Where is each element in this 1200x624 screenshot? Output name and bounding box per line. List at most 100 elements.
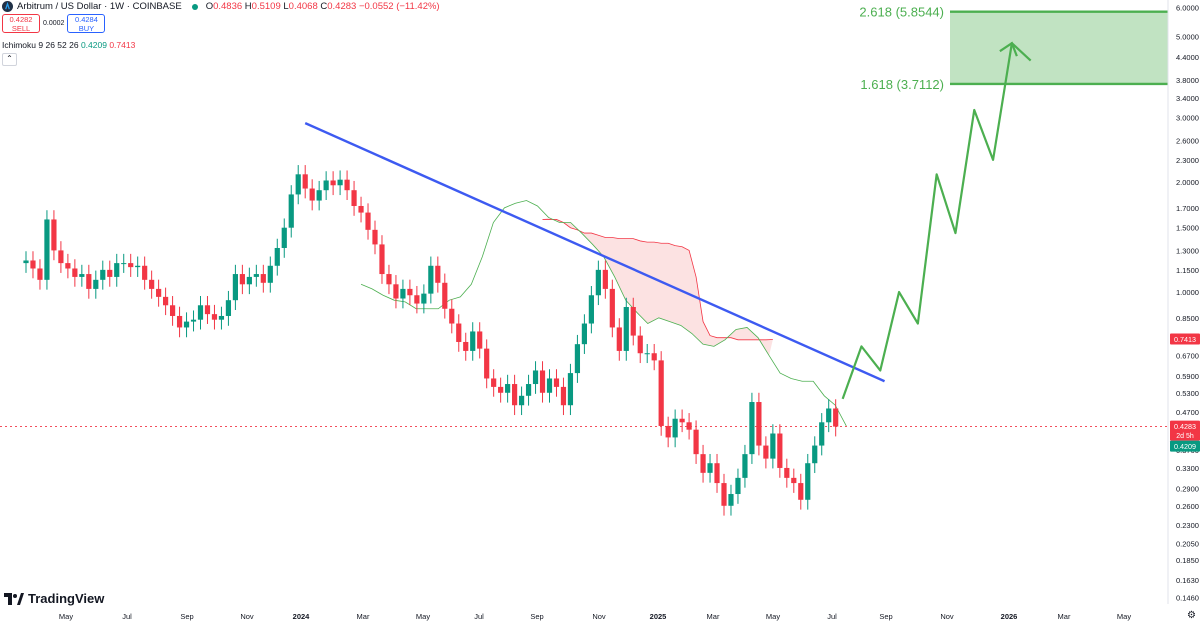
price-badge-countdown: 2d 5h [1176, 433, 1194, 440]
candle-body [107, 269, 113, 277]
time-tick-label: Nov [240, 612, 254, 621]
time-tick-label: May [766, 612, 780, 621]
time-tick-label: May [59, 612, 73, 621]
indicator-legend[interactable]: Ichimoku 9 26 52 26 0.4209 0.7413 [2, 40, 135, 50]
candle-body [183, 321, 190, 328]
price-tick-label: 0.1850 [1176, 556, 1199, 565]
open-label: O [205, 1, 214, 12]
candle-body [239, 274, 245, 285]
price-badge-label: 0.7413 [1174, 335, 1196, 344]
symbol-title[interactable]: Arbitrum / US Dollar · 1W · COINBASE [17, 1, 182, 12]
candle-body [58, 250, 64, 264]
candle-body [23, 260, 29, 264]
time-tick-label: Nov [592, 612, 606, 621]
price-tick-label: 0.2300 [1176, 521, 1199, 530]
fib-level-label: 2.618 (5.8544) [859, 5, 944, 20]
candle-body [169, 305, 176, 316]
price-tick-label: 1.5000 [1176, 224, 1199, 233]
candle-body [686, 422, 692, 430]
candle-body [100, 269, 106, 280]
candle-body [393, 284, 399, 299]
candle-body [421, 293, 427, 304]
candle-body [833, 408, 839, 427]
ohlc-values: O0.4836 H0.5109 L0.4068 C0.4283 −0.0552 … [206, 1, 440, 12]
candle-body [232, 274, 238, 301]
time-tick-label: Nov [940, 612, 954, 621]
candle-body [512, 384, 518, 406]
low-label: L [283, 1, 289, 12]
settings-icon[interactable]: ⚙ [1187, 610, 1196, 621]
fibonacci-target-zone: 2.618 (5.8544) 1.618 (3.7112) [859, 5, 1168, 92]
candle-body [246, 276, 252, 285]
candle-body [281, 227, 287, 248]
candle-body [798, 483, 804, 500]
candle-body [135, 265, 141, 268]
price-tick-label: 0.2600 [1176, 502, 1199, 511]
candle-body [602, 269, 608, 289]
candle-body [442, 282, 448, 309]
candle-body [498, 386, 504, 393]
candle-body [463, 341, 469, 351]
candle-body [721, 483, 727, 506]
candle-body [323, 180, 329, 191]
span-a-line [360, 200, 847, 427]
price-tick-label: 1.3000 [1176, 246, 1199, 255]
candlestick-series [23, 165, 839, 516]
time-tick-label: Mar [707, 612, 720, 621]
candle-body [288, 194, 294, 228]
fib-zone-fill [950, 11, 1168, 84]
candle-body [428, 265, 434, 294]
candle-body [588, 295, 594, 324]
candle-body [623, 307, 629, 351]
chevron-up-icon[interactable]: ⌃ [2, 53, 17, 66]
sell-price: 0.4282 [9, 15, 33, 24]
candle-body [65, 263, 71, 269]
high-label: H [244, 1, 252, 12]
candle-body [30, 260, 36, 269]
buy-label: BUY [78, 24, 95, 33]
price-tick-label: 1.0000 [1176, 288, 1199, 297]
candle-body [267, 265, 273, 283]
price-tick-label: 1.1500 [1176, 266, 1199, 275]
candle-body [651, 353, 657, 361]
candle-body [260, 274, 266, 283]
candle-body [414, 295, 420, 304]
candle-body [644, 353, 650, 355]
tradingview-mark-icon [4, 592, 24, 605]
candle-body [197, 305, 204, 320]
candle-body [142, 265, 148, 280]
candle-body [372, 229, 378, 245]
price-tick-label: 0.8500 [1176, 314, 1199, 323]
sell-button[interactable]: 0.4282 SELL [2, 14, 40, 33]
candle-body [218, 315, 225, 320]
descending-trendline [304, 122, 886, 383]
candle-body [595, 269, 601, 296]
candle-body [93, 279, 99, 289]
candle-body [176, 315, 183, 328]
candle-body [351, 190, 357, 206]
candle-body [505, 384, 511, 393]
candle-body [707, 463, 713, 473]
candle-body [477, 331, 483, 349]
candle-body [791, 477, 797, 484]
price-tick-label: 0.2900 [1176, 484, 1199, 493]
price-tick-label: 0.4700 [1176, 408, 1199, 417]
candle-body [449, 308, 455, 324]
trade-buttons: 0.4282 SELL 0.0002 0.4284 BUY [2, 14, 106, 33]
price-tick-label: 0.1630 [1176, 576, 1199, 585]
price-badge-label: 0.4209 [1174, 442, 1196, 451]
buy-button[interactable]: 0.4284 BUY [67, 14, 106, 33]
candle-body [658, 360, 664, 426]
time-axis: May Jul Sep Nov 2024 Mar May Jul Sep Nov 2025 Mar Ma… [59, 612, 1131, 621]
price-axis: 6.0000 5.0000 4.4000 3.8000 3.4000 3.0000 2.60… [1167, 0, 1199, 604]
candle-body [211, 314, 218, 320]
candle-body [777, 433, 783, 468]
candle-body [742, 454, 748, 478]
candle-body [114, 263, 120, 277]
time-tick-label: Mar [357, 612, 370, 621]
time-tick-label: May [1117, 612, 1131, 621]
candle-body [128, 263, 134, 268]
fib-level-label: 1.618 (3.7112) [860, 77, 944, 92]
price-badge [1170, 333, 1200, 345]
